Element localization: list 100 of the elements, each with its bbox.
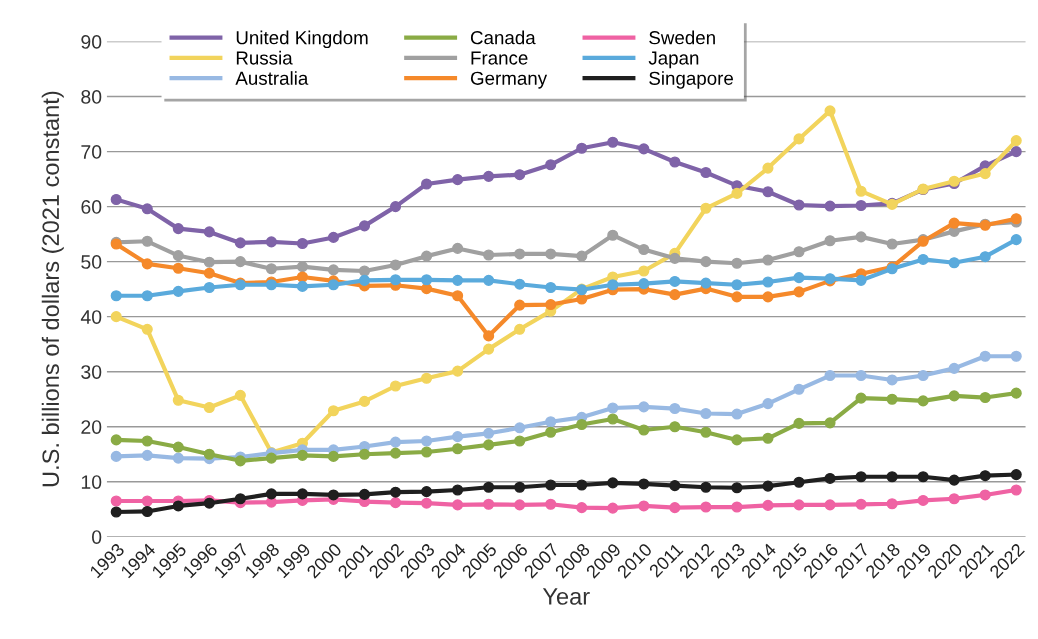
point — [607, 502, 619, 514]
legend-label: Australia — [235, 71, 309, 85]
point — [731, 291, 743, 303]
point — [514, 248, 526, 260]
point — [110, 495, 122, 507]
point — [452, 242, 464, 254]
point — [421, 372, 433, 384]
point — [731, 482, 743, 494]
point — [296, 449, 308, 461]
point — [1010, 469, 1022, 481]
point — [886, 471, 898, 483]
point — [917, 395, 929, 407]
point — [576, 502, 588, 514]
point — [700, 501, 712, 513]
point — [327, 231, 340, 243]
point — [141, 235, 153, 247]
point — [762, 499, 774, 511]
point — [141, 258, 153, 270]
point — [296, 271, 308, 283]
point — [855, 231, 867, 243]
point — [1010, 146, 1022, 158]
point — [452, 274, 464, 286]
point — [327, 450, 340, 462]
point — [669, 252, 681, 264]
point — [234, 455, 246, 467]
point — [327, 489, 340, 501]
point — [514, 278, 526, 290]
point — [1010, 350, 1022, 362]
point — [700, 426, 712, 438]
point — [483, 249, 495, 261]
point — [793, 286, 805, 298]
point — [700, 481, 712, 493]
point — [576, 293, 588, 305]
point — [389, 259, 402, 271]
point — [793, 133, 805, 145]
point — [793, 383, 805, 395]
legend-label: Germany — [470, 71, 548, 89]
point — [172, 285, 184, 297]
point — [358, 395, 371, 407]
y-tick-label: 50 — [81, 255, 102, 269]
point — [514, 499, 526, 511]
point — [669, 502, 681, 514]
point — [576, 250, 588, 262]
point — [141, 203, 153, 215]
point — [234, 493, 246, 505]
point — [172, 500, 184, 512]
point — [172, 452, 184, 464]
point — [265, 452, 277, 464]
point — [669, 480, 681, 492]
point — [110, 193, 122, 206]
point — [824, 472, 836, 484]
point — [793, 246, 805, 258]
point — [421, 435, 433, 447]
point — [265, 263, 277, 275]
y-tick-label: 30 — [81, 365, 102, 379]
point — [203, 256, 215, 268]
point — [452, 499, 464, 511]
point — [1010, 387, 1022, 399]
point — [948, 390, 960, 402]
y-tick-label: 90 — [81, 35, 102, 49]
point — [762, 398, 774, 410]
point — [483, 427, 495, 439]
point — [421, 446, 433, 458]
y-tick-label: 20 — [81, 420, 102, 434]
point — [421, 283, 433, 295]
point — [172, 262, 184, 274]
point — [172, 223, 184, 235]
point — [700, 256, 712, 268]
point — [483, 343, 495, 355]
point — [203, 281, 215, 294]
point — [545, 298, 557, 311]
point — [452, 443, 464, 455]
point — [421, 274, 433, 286]
point — [234, 389, 246, 401]
point — [762, 291, 774, 303]
point — [296, 488, 308, 500]
legend-label: France — [471, 51, 528, 65]
y-tick-label: 10 — [81, 475, 102, 489]
point — [141, 290, 153, 302]
point — [824, 105, 836, 117]
point — [545, 416, 557, 428]
y-tick-label: 0 — [92, 530, 102, 544]
point — [731, 279, 743, 291]
point — [638, 500, 650, 512]
point — [389, 201, 402, 213]
point — [855, 392, 867, 404]
legend-label: Japan — [648, 51, 699, 69]
point — [731, 187, 743, 199]
point — [141, 449, 153, 461]
point — [979, 251, 991, 263]
point — [141, 505, 153, 518]
point — [141, 495, 153, 507]
point — [607, 136, 619, 148]
point — [948, 493, 960, 505]
point — [917, 369, 929, 382]
point — [824, 235, 836, 247]
point — [514, 435, 526, 447]
point — [389, 380, 402, 392]
point — [607, 402, 619, 414]
point — [669, 156, 681, 168]
